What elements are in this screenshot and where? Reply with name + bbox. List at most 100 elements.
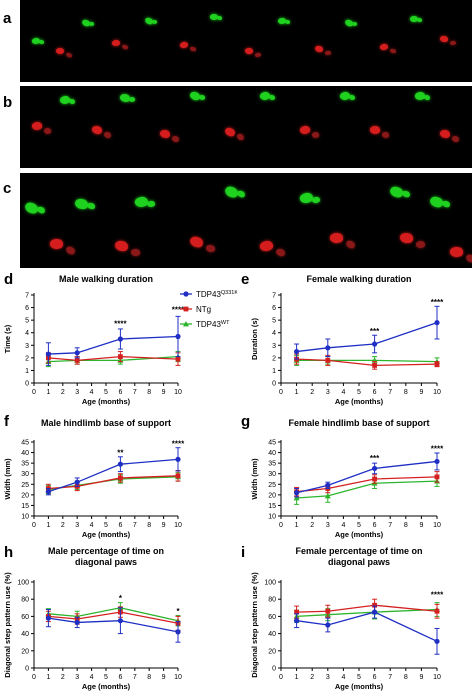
data-point-circle: [74, 350, 80, 356]
x-tick-label: 1: [295, 389, 299, 396]
data-point-circle: [175, 629, 181, 635]
x-tick-label: 6: [373, 389, 377, 396]
y-axis-label: Diagonal step pattern use (%): [250, 572, 259, 678]
data-point-square: [118, 354, 123, 359]
x-tick-label: 8: [147, 674, 151, 681]
series-line: [48, 607, 179, 622]
hind-paw-print: [189, 235, 204, 249]
series-line: [296, 604, 438, 613]
x-tick-label: 10: [433, 674, 441, 681]
x-tick-label: 3: [75, 674, 79, 681]
y-tick-label: 30: [21, 471, 29, 478]
panel-letter: h: [4, 544, 13, 561]
x-tick-label: 1: [46, 389, 50, 396]
data-point-circle: [372, 465, 378, 472]
front-paw-print: [35, 205, 46, 215]
x-tick-label: 9: [162, 674, 166, 681]
data-point-circle: [294, 490, 300, 496]
hind-paw-print: [114, 240, 129, 252]
x-tick-label: 8: [147, 522, 151, 529]
y-tick-label: 1: [272, 368, 276, 375]
hind-paw-print: [440, 130, 450, 138]
data-point-square: [118, 475, 123, 481]
hind-paw-print: [111, 39, 121, 48]
y-tick-label: 35: [268, 461, 276, 468]
x-tick-label: 0: [32, 389, 36, 396]
x-tick-label: 8: [404, 674, 408, 681]
legend-label: NTg: [196, 305, 211, 314]
hind-paw-print: [224, 126, 236, 138]
front-paw-print: [39, 40, 45, 45]
x-tick-label: 1: [295, 674, 299, 681]
data-point-circle: [325, 482, 331, 488]
x-tick-label: 9: [419, 389, 423, 396]
y-tick-label: 80: [268, 597, 276, 604]
x-tick-label: 8: [147, 389, 151, 396]
x-tick-label: 4: [341, 522, 345, 529]
x-tick-label: 9: [419, 674, 423, 681]
chart-title: Male percentage of time on: [48, 546, 164, 556]
hind-paw-print: [369, 125, 381, 135]
y-tick-label: 20: [21, 648, 29, 655]
x-tick-label: 6: [118, 389, 122, 396]
data-point-square: [434, 474, 440, 480]
series-line: [48, 611, 179, 624]
y-tick-label: 7: [272, 293, 276, 300]
hind-paw-print: [254, 52, 261, 59]
hind-paw-print: [324, 50, 331, 56]
hind-paw-print: [236, 133, 245, 141]
chart-female-hindlimb-base: g Female hindlimb base of support10152025…: [241, 413, 444, 539]
data-point-circle: [434, 458, 440, 465]
data-point-square: [294, 609, 299, 615]
hind-paw-print: [49, 237, 64, 251]
significance-annotation: ****: [172, 306, 185, 315]
x-tick-label: 7: [388, 674, 392, 681]
series-line: [296, 322, 438, 353]
x-tick-label: 8: [404, 522, 408, 529]
chart-title: diagonal paws: [75, 557, 137, 567]
x-tick-label: 4: [90, 389, 94, 396]
series-line: [296, 480, 438, 499]
y-axis-label: Diagonal step pattern use (%): [3, 572, 12, 678]
x-tick-label: 3: [326, 674, 330, 681]
significance-annotation: ****: [172, 440, 185, 449]
y-tick-label: 15: [21, 503, 29, 510]
chart-male-walking-duration: d Male walking duration 0 1 2 3 4 5 6 7 0 1 2 3 4 5 6 7 8 9…: [3, 271, 237, 406]
x-tick-label: 10: [174, 522, 182, 529]
hind-paw-print: [103, 131, 112, 139]
hind-paw-print: [258, 239, 275, 254]
y-tick-label: 4: [272, 330, 276, 337]
hind-paw-print: [414, 240, 426, 249]
y-tick-label: 7: [25, 293, 29, 300]
data-point-square: [372, 602, 377, 608]
x-tick-label: 7: [388, 522, 392, 529]
front-paw-print: [401, 190, 411, 198]
hind-paw-print: [400, 233, 413, 244]
hind-paw-print: [64, 245, 76, 256]
data-point-square: [74, 357, 80, 363]
hind-paw-print: [344, 239, 356, 250]
x-tick-label: 3: [75, 389, 79, 396]
x-tick-label: 7: [133, 674, 137, 681]
legend-label: TDP43Q331K: [196, 290, 237, 299]
data-point-circle: [434, 638, 440, 644]
data-point-square: [325, 357, 331, 363]
hind-paw-print: [43, 127, 52, 135]
x-tick-label: 7: [133, 522, 137, 529]
x-tick-label: 6: [118, 674, 122, 681]
series-line: [296, 611, 438, 642]
x-tick-label: 10: [433, 389, 441, 396]
y-tick-label: 80: [21, 597, 29, 604]
data-point-circle: [117, 336, 123, 342]
hind-paw-print: [205, 244, 215, 253]
x-tick-label: 9: [419, 522, 423, 529]
x-tick-label: 0: [32, 674, 36, 681]
front-paw-print: [285, 20, 291, 25]
y-tick-label: 40: [268, 631, 276, 638]
front-paw-print: [441, 200, 451, 208]
front-paw-print: [146, 200, 156, 208]
y-tick-label: 10: [21, 514, 29, 521]
hind-paw-print: [381, 131, 390, 138]
